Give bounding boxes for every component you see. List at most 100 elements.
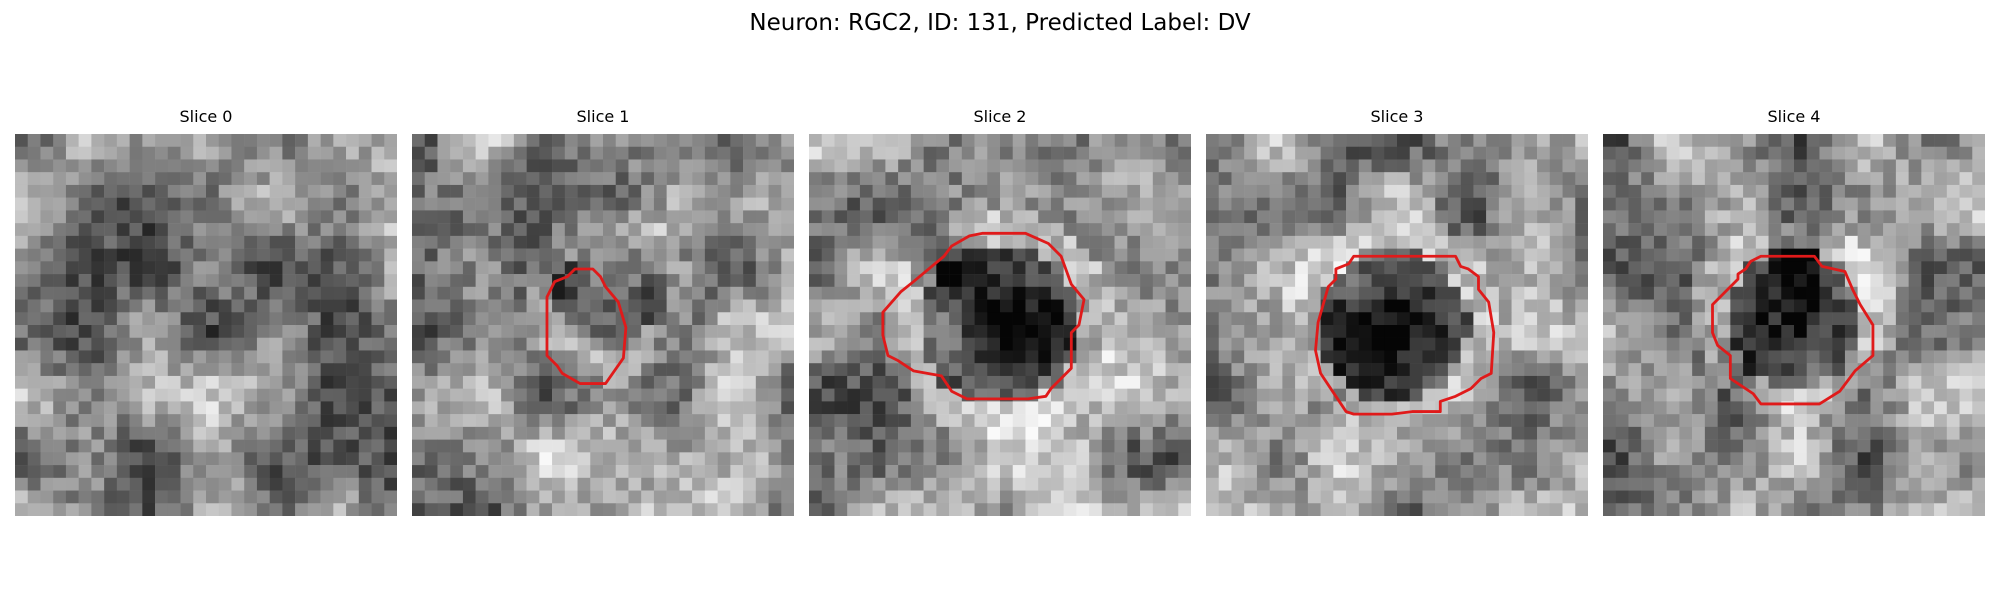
pixel <box>1486 146 1500 160</box>
pixel <box>307 375 321 389</box>
pixel <box>1704 248 1718 262</box>
pixel <box>730 503 744 516</box>
pixel <box>885 439 899 453</box>
pixel <box>244 274 258 288</box>
pixel <box>269 134 283 147</box>
pixel <box>1000 426 1013 440</box>
pixel <box>1025 337 1039 351</box>
pixel <box>1025 172 1039 186</box>
pixel <box>1666 452 1680 466</box>
pixel <box>1282 184 1296 198</box>
pixel <box>1165 146 1179 160</box>
pixel <box>129 401 143 415</box>
pixel <box>513 159 527 173</box>
pixel <box>898 337 912 351</box>
pixel <box>104 312 118 326</box>
pixel <box>231 388 245 402</box>
pixel <box>116 414 130 428</box>
pixel <box>513 477 527 491</box>
pixel <box>53 426 67 440</box>
pixel <box>717 414 731 428</box>
pixel <box>1743 401 1757 415</box>
pixel <box>1295 477 1309 491</box>
pixel <box>1575 299 1588 313</box>
pixel <box>1269 325 1283 338</box>
pixel <box>872 363 886 377</box>
pixel <box>1025 350 1039 364</box>
pixel <box>1269 312 1283 326</box>
pixel <box>180 401 194 415</box>
pixel <box>1422 375 1436 389</box>
pixel <box>1959 286 1973 300</box>
pixel <box>717 159 731 173</box>
pixel <box>155 426 169 440</box>
pixel <box>1972 159 1985 173</box>
pixel <box>155 503 169 516</box>
pixel <box>923 350 937 364</box>
pixel <box>603 337 616 351</box>
pixel <box>1549 274 1563 288</box>
pixel <box>1140 286 1154 300</box>
pixel <box>1384 261 1398 275</box>
pixel <box>1384 350 1398 364</box>
pixel <box>1628 223 1642 237</box>
pixel <box>872 503 886 516</box>
pixel <box>847 274 861 288</box>
pixel <box>961 274 975 288</box>
pixel <box>1206 312 1219 326</box>
pixel <box>1575 146 1588 160</box>
pixel <box>577 465 591 479</box>
pixel <box>1295 223 1309 237</box>
pixel <box>961 159 975 173</box>
pixel <box>1972 388 1985 402</box>
pixel <box>1524 477 1538 491</box>
pixel <box>116 503 130 516</box>
pixel <box>1231 223 1245 237</box>
pixel <box>1781 312 1795 326</box>
pixel <box>282 325 296 338</box>
pixel <box>1256 426 1270 440</box>
pixel <box>371 426 385 440</box>
pixel <box>15 388 28 402</box>
pixel <box>1806 477 1820 491</box>
pixel <box>590 477 604 491</box>
pixel <box>1218 159 1232 173</box>
pixel <box>1152 325 1166 338</box>
pixel <box>1165 465 1179 479</box>
pixel <box>155 134 169 147</box>
pixel <box>1244 414 1258 428</box>
pixel <box>1946 261 1960 275</box>
pixel <box>1473 426 1487 440</box>
pixel <box>269 426 283 440</box>
pixel <box>1089 477 1103 491</box>
pixel <box>206 184 219 198</box>
pixel <box>91 159 105 173</box>
pixel <box>1549 503 1563 516</box>
pixel <box>1206 299 1219 313</box>
pixel <box>768 159 782 173</box>
pixel <box>872 172 886 186</box>
pixel <box>193 363 207 377</box>
pixel <box>450 490 464 504</box>
pixel <box>961 375 975 389</box>
pixel <box>821 184 835 198</box>
pixel <box>1806 159 1820 173</box>
pixel <box>1025 274 1039 288</box>
pixel <box>910 223 924 237</box>
pixel <box>1743 477 1757 491</box>
pixel <box>1717 184 1731 198</box>
pixel <box>1244 299 1258 313</box>
pixel <box>1320 465 1334 479</box>
pixel <box>462 312 476 326</box>
pixel <box>590 184 604 198</box>
pixel <box>564 210 578 224</box>
pixel <box>1819 325 1833 338</box>
pixel <box>704 350 718 364</box>
pixel <box>1127 312 1141 326</box>
pixel <box>78 248 92 262</box>
pixel <box>1206 261 1219 275</box>
pixel <box>987 286 1001 300</box>
pixel <box>1653 477 1667 491</box>
pixel <box>1603 248 1616 262</box>
pixel <box>1653 210 1667 224</box>
